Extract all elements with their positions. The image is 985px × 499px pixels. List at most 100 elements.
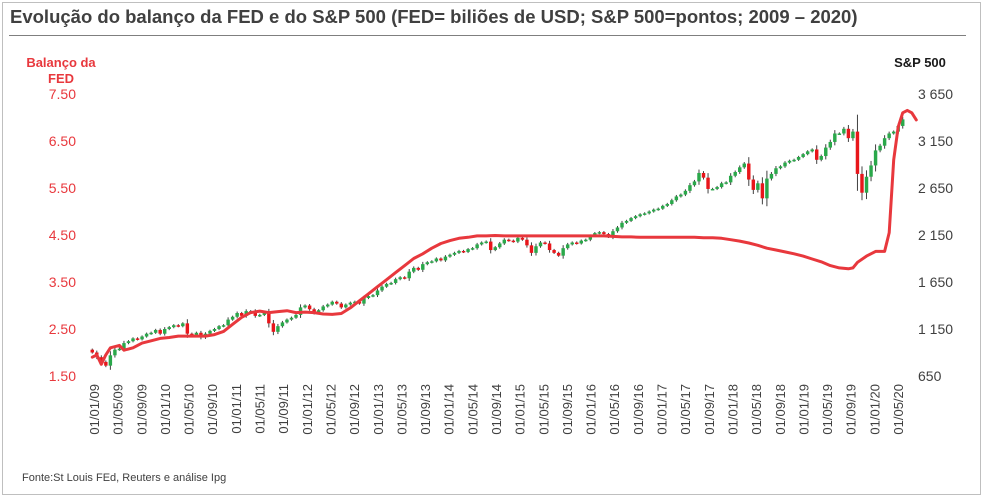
candle-body <box>402 277 407 279</box>
candle-body <box>307 305 312 310</box>
candle-body <box>348 302 353 305</box>
x-tick-label: 01/09/19 <box>844 384 859 435</box>
candle-body <box>529 245 534 253</box>
candle-body <box>167 327 171 329</box>
candle-body <box>615 227 620 232</box>
candle-body <box>108 355 113 366</box>
candle-body <box>126 341 131 344</box>
candle-body <box>814 149 819 160</box>
candle-body <box>330 301 334 305</box>
candle-body <box>321 306 325 311</box>
candle-body <box>543 242 547 245</box>
candle-body <box>149 332 153 335</box>
candle-body <box>520 237 525 240</box>
candle-body <box>787 160 792 163</box>
right-tick-label: 1 650 <box>918 274 953 290</box>
chart-title: Evolução do balanço da FED e do S&P 500 … <box>10 6 858 27</box>
candle-body <box>805 151 810 155</box>
candle-body <box>271 323 276 332</box>
x-tick-label: 01/05/09 <box>111 384 126 435</box>
left-axis-label-line2: FED <box>48 71 74 86</box>
candle-body <box>860 173 864 193</box>
candle-body <box>724 182 728 184</box>
x-tick-label: 01/01/17 <box>655 384 670 435</box>
candle-body <box>674 196 679 201</box>
candle-body <box>516 237 520 242</box>
candle-body <box>185 323 190 334</box>
candle-body <box>289 317 294 320</box>
candle-body <box>325 304 330 307</box>
candle-body <box>738 167 742 173</box>
x-tick-label: 01/09/14 <box>489 384 504 435</box>
candle-body <box>588 235 593 240</box>
candle-body <box>538 242 543 247</box>
left-tick-label: 5.50 <box>49 180 76 196</box>
candle-body <box>534 246 538 253</box>
candle-body <box>511 240 516 243</box>
x-tick-label: 01/01/20 <box>867 384 882 435</box>
x-tick-label: 01/05/11 <box>253 384 268 434</box>
candle-body <box>113 349 117 356</box>
x-tick-label: 01/05/20 <box>891 384 906 435</box>
candle-body <box>316 310 321 314</box>
candle-body <box>389 282 393 285</box>
x-tick-label: 01/05/19 <box>820 384 835 435</box>
candle-body <box>158 329 162 334</box>
candle-body <box>728 175 733 183</box>
x-tick-label: 01/01/13 <box>371 384 386 435</box>
candle-body <box>479 242 484 245</box>
candle-body <box>135 338 140 340</box>
title-divider <box>9 35 966 36</box>
x-tick-label: 01/01/09 <box>87 384 102 435</box>
candle-body <box>901 119 905 126</box>
candle-body <box>665 203 670 206</box>
candle-body <box>498 243 502 248</box>
left-axis: 7.50 6.50 5.50 4.50 3.50 2.50 1.50 <box>49 86 76 384</box>
x-axis: 01/01/09 01/05/09 01/09/09 01/01/10 01/05/10… <box>87 384 906 435</box>
candle-body <box>801 154 805 157</box>
x-tick-label: 01/05/17 <box>678 384 693 435</box>
right-tick-label: 1 150 <box>918 321 953 337</box>
x-tick-label: 01/09/11 <box>276 384 291 434</box>
candle-body <box>280 322 285 327</box>
x-tick-label: 01/05/13 <box>394 384 409 435</box>
right-axis: 3 650 3 150 2 650 2 150 1 650 1 150 650 <box>918 86 953 384</box>
x-tick-label: 01/05/18 <box>749 384 764 435</box>
candle-body <box>208 330 212 334</box>
x-tick-label: 01/05/14 <box>465 384 480 435</box>
candle-body <box>710 188 715 191</box>
left-tick-label: 3.50 <box>49 274 76 290</box>
candle-body <box>104 361 108 366</box>
candle-body <box>733 172 737 176</box>
candle-body <box>864 176 869 193</box>
candle-body <box>579 240 583 244</box>
candle-body <box>774 168 778 174</box>
x-tick-label: 01/09/18 <box>773 384 788 435</box>
candle-body <box>869 165 873 177</box>
x-tick-label: 01/01/12 <box>300 384 315 435</box>
left-tick-label: 6.50 <box>49 133 76 149</box>
candle-body <box>380 286 384 291</box>
candle-body <box>366 296 371 298</box>
candle-body <box>783 162 787 167</box>
candle-body <box>398 277 402 280</box>
x-tick-label: 01/09/17 <box>702 384 717 435</box>
candle-body <box>457 250 461 253</box>
candle-body <box>670 200 674 204</box>
candle-body <box>575 242 579 245</box>
candle-body <box>262 313 267 315</box>
x-tick-label: 01/09/13 <box>418 384 433 435</box>
candle-body <box>416 267 420 270</box>
candle-body <box>796 156 801 160</box>
candle-body <box>570 242 574 245</box>
candle-body <box>810 149 814 152</box>
candle-body <box>371 295 375 297</box>
candle-body <box>882 138 887 146</box>
candle-body <box>661 205 665 209</box>
candle-body <box>620 222 624 228</box>
candle-body <box>384 283 389 287</box>
x-tick-label: 01/01/15 <box>513 384 528 435</box>
candle-body <box>131 338 135 342</box>
candle-body <box>842 128 846 134</box>
candle-body <box>624 220 629 223</box>
